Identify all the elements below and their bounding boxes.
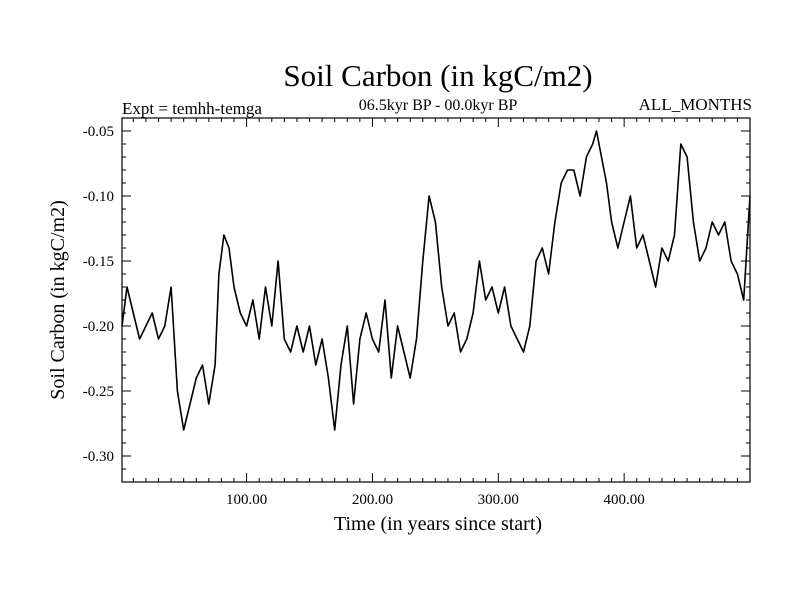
chart-title: Soil Carbon (in kgC/m2) xyxy=(283,58,592,93)
x-axis-ticks: 100.00 200.00 300.00 400.00 xyxy=(132,118,738,508)
x-tick-label: 400.00 xyxy=(604,492,645,508)
y-tick-label: -0.25 xyxy=(83,384,114,400)
x-tick-label: 300.00 xyxy=(478,492,519,508)
y-tick-label: -0.10 xyxy=(83,189,114,205)
y-tick-label: -0.05 xyxy=(83,124,114,140)
plot-frame xyxy=(121,117,751,483)
x-axis-label: Time (in years since start) xyxy=(334,513,542,535)
y-tick-label: -0.30 xyxy=(83,449,114,465)
series-line xyxy=(121,130,751,431)
months-label: ALL_MONTHS xyxy=(639,95,752,114)
y-axis-label: Soil Carbon (in kgC/m2) xyxy=(47,200,69,399)
experiment-label: Expt = temhh-temga xyxy=(122,99,262,118)
series-layer xyxy=(121,130,751,431)
x-tick-label: 200.00 xyxy=(352,492,393,508)
y-tick-label: -0.20 xyxy=(83,319,114,335)
y-tick-label: -0.15 xyxy=(83,254,114,270)
x-tick-label: 100.00 xyxy=(226,492,267,508)
chart-subtitle: 06.5kyr BP - 00.0kyr BP xyxy=(359,97,518,114)
y-axis-ticks: -0.05 -0.10 -0.15 -0.20 -0.25 -0.30 xyxy=(83,124,750,470)
